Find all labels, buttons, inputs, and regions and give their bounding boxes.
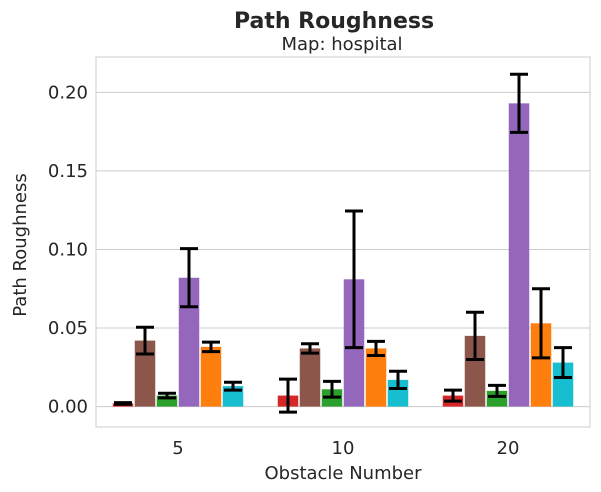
- y-tick-label: 0.05: [48, 318, 88, 339]
- error-bar: [444, 388, 462, 403]
- plot-frame: [95, 56, 591, 428]
- x-tick-labels: 5 10 20: [172, 438, 519, 459]
- x-tick-label: 20: [497, 438, 520, 459]
- bar: [200, 346, 222, 407]
- x-axis-label: Obstacle Number: [264, 463, 422, 484]
- error-bar: [136, 325, 154, 356]
- bar: [178, 277, 200, 407]
- chart-title: Path Roughness: [234, 9, 434, 34]
- bar: [134, 340, 156, 407]
- error-bar: [323, 379, 341, 399]
- error-bar: [279, 377, 297, 414]
- error-bar: [389, 369, 407, 391]
- error-bar: [301, 342, 319, 355]
- error-bar: [488, 383, 506, 398]
- error-bar: [202, 340, 220, 354]
- bar: [299, 348, 321, 407]
- bar: [552, 362, 574, 407]
- bar: [365, 348, 387, 407]
- error-bar: [224, 380, 242, 392]
- chart-subtitle: Map: hospital: [281, 34, 402, 55]
- error-bar: [532, 287, 550, 360]
- bar: [486, 390, 508, 407]
- error-bar: [367, 339, 385, 358]
- bar: [387, 379, 409, 407]
- grid-lines: [96, 91, 590, 408]
- x-tick-label: 5: [172, 438, 183, 459]
- bar: [156, 395, 178, 407]
- error-bar: [345, 209, 363, 350]
- error-bar: [158, 391, 176, 400]
- error-bar: [510, 72, 528, 134]
- error-bar: [466, 310, 484, 361]
- y-tick-label: 0.15: [48, 161, 88, 182]
- y-axis-label: Path Roughness: [10, 173, 31, 316]
- error-bar: [180, 247, 198, 309]
- bars: [112, 103, 574, 407]
- bar: [508, 103, 530, 407]
- error-bar: [114, 401, 132, 406]
- y-tick-label: 0.10: [48, 239, 88, 260]
- y-tick-labels: 0.00 0.05 0.10 0.15 0.20: [48, 82, 88, 417]
- error-bars: [114, 72, 572, 414]
- y-tick-label: 0.00: [48, 397, 88, 418]
- bar: [464, 335, 486, 407]
- x-tick-label: 10: [332, 438, 355, 459]
- y-tick-label: 0.20: [48, 82, 88, 103]
- error-bar: [554, 346, 572, 380]
- bar: [530, 323, 552, 407]
